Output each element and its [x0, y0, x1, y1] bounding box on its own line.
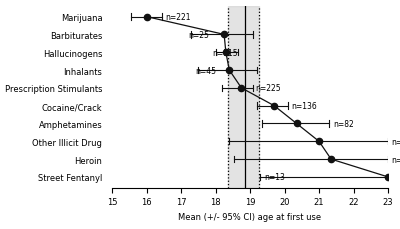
- Text: n=45: n=45: [195, 66, 216, 75]
- Text: n=225: n=225: [255, 84, 281, 93]
- Text: n=13: n=13: [264, 173, 285, 182]
- Bar: [228, 7, 259, 188]
- Text: n=221: n=221: [166, 13, 191, 22]
- Text: n=82: n=82: [333, 120, 354, 128]
- Text: n=115: n=115: [212, 49, 238, 57]
- X-axis label: Mean (+/- 95% CI) age at first use: Mean (+/- 95% CI) age at first use: [178, 212, 322, 221]
- Text: n=35: n=35: [392, 155, 400, 164]
- Text: n=17: n=17: [392, 137, 400, 146]
- Text: n=136: n=136: [291, 102, 317, 111]
- Text: n=25: n=25: [188, 31, 209, 40]
